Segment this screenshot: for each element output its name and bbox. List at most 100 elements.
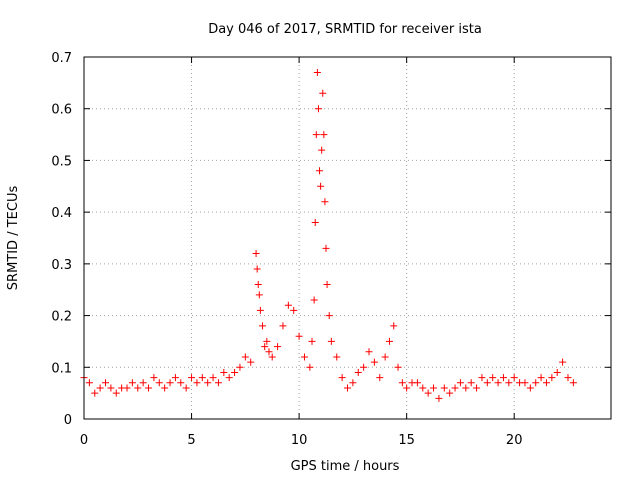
data-point [204,379,212,387]
data-point [193,379,201,387]
data-point [300,353,308,361]
data-point [247,358,255,366]
data-point [403,384,411,392]
data-point [107,384,115,392]
data-point [231,368,239,376]
data-point [263,337,271,345]
data-point [252,250,260,258]
data-point [467,379,475,387]
chart-title: Day 046 of 2017, SRMTID for receiver ist… [208,22,482,37]
data-point [435,394,443,402]
data-point [318,146,326,154]
y-tick-label: 0.7 [51,51,72,66]
data-point [317,182,325,190]
data-point [462,384,470,392]
data-point [440,384,448,392]
data-point [510,374,518,382]
data-point [255,291,263,299]
data-point [311,218,319,226]
data-point [376,374,384,382]
data-point [182,384,190,392]
data-point [499,374,507,382]
data-points [80,69,577,402]
x-tick-label: 10 [291,433,308,448]
data-point [526,384,534,392]
data-point [312,131,320,139]
y-tick-label: 0.3 [51,258,72,273]
y-axis-label: SRMTID / TECUs [6,186,21,291]
data-point [254,281,262,289]
y-tick-label: 0 [64,413,72,428]
x-tick-label: 15 [398,433,415,448]
data-point [327,337,335,345]
x-tick-label: 0 [80,433,88,448]
data-point [338,374,346,382]
data-point [325,312,333,320]
data-point [390,322,398,330]
data-point [259,322,267,330]
data-point [430,384,438,392]
data-point [321,198,329,206]
data-point [134,384,142,392]
data-point [323,281,331,289]
data-point [451,384,459,392]
data-point [85,379,93,387]
data-point [209,374,217,382]
data-point [265,348,273,356]
data-point [150,374,158,382]
data-point [319,89,327,97]
data-point [308,337,316,345]
y-tick-label: 0.6 [51,103,72,118]
data-point [236,363,244,371]
data-point [344,384,351,392]
data-point [279,322,287,330]
data-point [161,384,169,392]
data-point [473,384,481,392]
data-point [102,379,110,387]
data-point [123,384,131,392]
data-point [253,265,261,273]
data-point [354,368,362,376]
data-point [322,244,330,252]
data-point [274,343,282,351]
data-point [349,379,357,387]
data-point [489,374,497,382]
data-point [241,353,249,361]
x-axis-label: GPS time / hours [291,459,400,474]
plot-frame [83,56,612,420]
data-point [225,374,233,382]
y-tick-label: 0.5 [51,154,72,169]
data-point [214,379,222,387]
data-point [548,374,556,382]
data-point [398,379,406,387]
data-point [139,379,147,387]
axes: 0 5 10 15 20 0 0.1 0.2 0.3 0.4 0.5 0.6 0.7 [51,51,611,448]
data-point [188,374,196,382]
data-point [360,363,368,371]
data-point [537,374,545,382]
data-point [177,379,185,387]
data-point [91,389,99,397]
data-point [171,374,179,382]
data-point [313,69,321,77]
data-point [483,379,491,387]
data-point [112,389,120,397]
data-point [256,306,264,314]
data-point [456,379,464,387]
data-point [559,358,567,366]
data-point [365,348,373,356]
data-point [542,379,550,387]
y-tick-label: 0.2 [51,310,72,325]
data-point [446,389,454,397]
x-tick-label: 5 [187,433,195,448]
data-point [284,301,292,309]
data-point [290,306,298,314]
grid [84,57,611,419]
data-point [532,379,540,387]
data-point [394,363,402,371]
data-point [155,379,163,387]
data-point [295,332,303,340]
data-point [564,374,572,382]
